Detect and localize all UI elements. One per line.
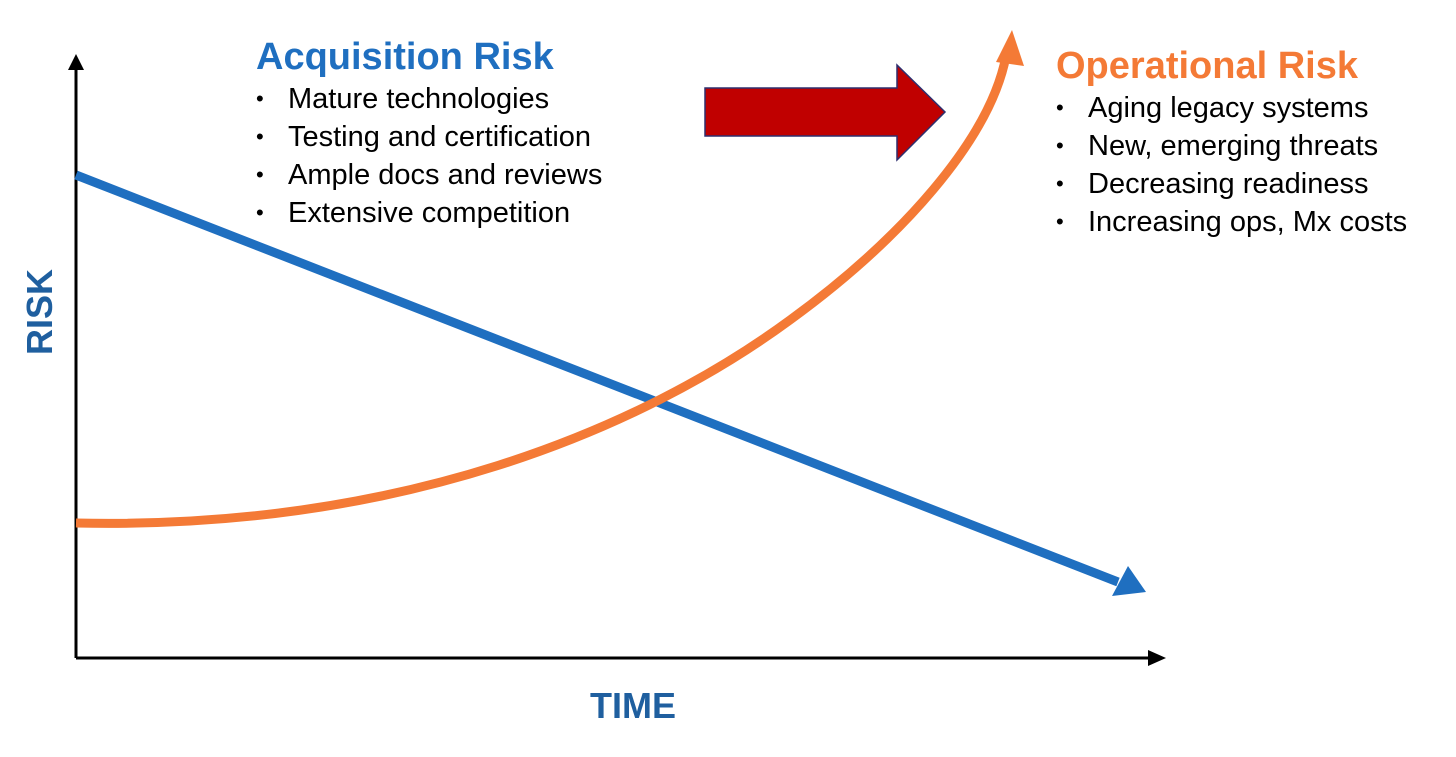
y-axis-label: RISK	[19, 268, 60, 356]
list-item: New, emerging threats	[1056, 127, 1407, 165]
operational-risk-curve	[75, 55, 1011, 528]
list-item: Ample docs and reviews	[256, 156, 602, 194]
operational-risk-arrowhead	[996, 30, 1024, 66]
acquisition-risk-arrowhead	[1112, 566, 1146, 596]
list-item: Mature technologies	[256, 80, 602, 118]
x-axis-arrowhead	[1148, 650, 1166, 666]
x-axis-label: TIME	[590, 685, 676, 726]
list-item: Decreasing readiness	[1056, 165, 1407, 203]
operational-risk-title: Operational Risk	[1056, 45, 1358, 87]
operational-risk-list: Aging legacy systems New, emerging threa…	[1056, 89, 1407, 241]
list-item: Extensive competition	[256, 194, 602, 232]
y-axis-arrowhead	[68, 54, 84, 70]
acquisition-risk-line	[74, 170, 1120, 587]
list-item: Aging legacy systems	[1056, 89, 1407, 127]
acquisition-risk-list: Mature technologies Testing and certific…	[256, 80, 602, 232]
acquisition-risk-title: Acquisition Risk	[256, 36, 554, 78]
list-item: Increasing ops, Mx costs	[1056, 203, 1407, 241]
transition-arrow	[704, 63, 947, 162]
list-item: Testing and certification	[256, 118, 602, 156]
